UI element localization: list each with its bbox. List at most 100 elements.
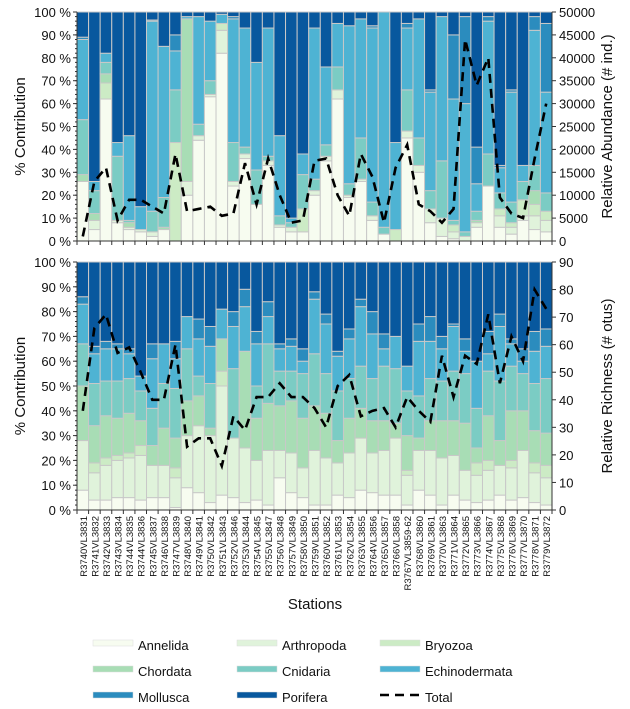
bar-echinodermata-R3751VL3843 xyxy=(215,308,229,340)
y-tick-label: 90 % xyxy=(41,28,71,43)
bar-cnidaria-R3747VL3839 xyxy=(169,387,182,439)
bar-cnidaria-R3758VL3850 xyxy=(296,174,310,210)
bar-mollusca-R3768VL3860 xyxy=(412,323,426,342)
bar-mollusca-R3778VL3871 xyxy=(528,330,541,352)
bar-mollusca-R3758VL3850 xyxy=(296,348,310,362)
bar-porifera-R3771VL3864 xyxy=(447,261,460,325)
bar-arthropoda-R3772VL3865 xyxy=(458,235,472,242)
legend-item-porifera: Porifera xyxy=(236,690,328,705)
bar-bryozoa-R3776VL3869 xyxy=(505,459,518,469)
bar-arthropoda-R3771VL3864 xyxy=(447,231,460,240)
bar-mollusca-R3753VL3844 xyxy=(238,288,252,308)
legend-swatch xyxy=(236,639,278,647)
bar-arthropoda-R3759VL3851 xyxy=(308,190,321,196)
bar-echinodermata-R3761VL3853 xyxy=(331,22,344,68)
bar-cnidaria-R3761VL3853 xyxy=(331,390,344,442)
bar-porifera-R3761VL3853 xyxy=(331,261,344,352)
bar-arthropoda-R3776VL3869 xyxy=(505,467,518,501)
bar-echinodermata-R3746VL3838 xyxy=(157,45,171,198)
bar-mollusca-R3750VL3842 xyxy=(203,325,217,347)
bar-echinodermata-R3766VL3858 xyxy=(389,335,402,370)
y-tick-label: 100 % xyxy=(34,255,71,270)
bar-echinodermata-R3754VL3845 xyxy=(250,343,263,387)
bar-chordata-R3740VL3831 xyxy=(76,385,90,442)
bar-echinodermata-R3756VL3848 xyxy=(273,348,287,372)
bar-porifera-R3771VL3864 xyxy=(447,11,460,36)
bar-mollusca-R3771VL3864 xyxy=(447,34,460,100)
y2-tick-label: 5000 xyxy=(559,211,588,226)
bar-chordata-R3740VL3831 xyxy=(76,174,90,182)
panel-2: 0 % 10 % 20 % 30 % 40 % 50 % 60 % 70 % 80 % 90 % 1… xyxy=(12,255,616,518)
bar-annelida-R3744VL3836 xyxy=(134,499,148,511)
x-tick-label: R3742VL3833 xyxy=(102,516,113,577)
bar-annelida-R3769VL3861 xyxy=(424,494,437,511)
bar-mollusca-R3764VL3856 xyxy=(366,311,379,335)
bar-chordata-R3769VL3861 xyxy=(424,420,437,451)
bar-annelida-R3773VL3866 xyxy=(470,226,483,242)
bar-arthropoda-R3773VL3866 xyxy=(470,222,483,228)
legend-swatch xyxy=(236,691,278,699)
bar-porifera-R3742VL3833 xyxy=(99,11,113,54)
bar-chordata-R3778VL3871 xyxy=(528,430,541,464)
bar-bryozoa-R3776VL3869 xyxy=(505,222,518,228)
x-tick-label: R3744VL3835 xyxy=(125,516,136,577)
bar-porifera-R3754VL3845 xyxy=(250,11,263,63)
bar-arthropoda-R3761VL3853 xyxy=(331,462,344,496)
bar-porifera-R3748VL3840 xyxy=(180,261,194,318)
bar-echinodermata-R3759VL3851 xyxy=(308,27,321,180)
bar-porifera-R3755VL3847 xyxy=(261,261,275,303)
bar-mollusca-R3778VL3871 xyxy=(528,16,541,31)
bar-porifera-R3776VL3869 xyxy=(505,261,518,340)
y2-tick-label: 70 xyxy=(559,310,573,325)
bar-mollusca-R3754VL3845 xyxy=(250,330,263,345)
bar-chordata-R3748VL3840 xyxy=(180,18,194,182)
bar-arthropoda-R3768VL3860 xyxy=(412,164,426,173)
x-tick-label: R3756VL3848 xyxy=(276,516,287,577)
legend-item-total: Total xyxy=(380,690,453,705)
bar-annelida-R3752VL3846 xyxy=(227,497,240,511)
y-tick-label: 60 % xyxy=(41,354,71,369)
bar-chordata-R3776VL3869 xyxy=(505,410,518,461)
bar-bryozoa-R3773VL3866 xyxy=(470,462,483,476)
bar-echinodermata-R3748VL3840 xyxy=(180,316,194,350)
bar-arthropoda-R3743VL3834 xyxy=(111,459,124,499)
y-tick-label: 100 % xyxy=(34,5,71,20)
bar-porifera-R3777VL3870 xyxy=(516,261,530,350)
bar-chordata-R3757VL3849 xyxy=(285,400,298,454)
bar-mollusca-R3761VL3853 xyxy=(331,350,344,357)
bar-annelida-R3768VL3860 xyxy=(412,489,426,511)
bar-arthropoda-R3753VL3844 xyxy=(238,153,252,160)
y-tick-label: 80 % xyxy=(41,51,71,66)
bar-cnidaria-R3746VL3838 xyxy=(157,383,171,429)
bar-porifera-R3758VL3850 xyxy=(296,11,310,155)
legend-swatch xyxy=(92,665,134,673)
bar-chordata-R3758VL3850 xyxy=(296,417,310,469)
bar-bryozoa-R3767VL3859-62 xyxy=(400,469,414,476)
bar-annelida-R3753VL3844 xyxy=(238,158,252,242)
bar-annelida-R3770VL3863 xyxy=(435,235,449,242)
bar-arthropoda-R3771VL3864 xyxy=(447,454,460,496)
bar-porifera-R3774VL3867 xyxy=(481,261,495,332)
bar-porifera-R3745VL3837 xyxy=(146,261,159,345)
bar-arthropoda-R3775VL3868 xyxy=(493,215,507,228)
bar-porifera-R3779VL3872 xyxy=(539,11,553,24)
bar-cnidaria-R3744VL3835 xyxy=(122,378,136,414)
bar-arthropoda-R3742VL3833 xyxy=(99,464,113,501)
bar-cnidaria-R3761VL3853 xyxy=(331,66,344,91)
y2-tick-label: 90 xyxy=(559,255,573,270)
bar-annelida-R3754VL3845 xyxy=(250,203,263,242)
bar-porifera-R3770VL3863 xyxy=(435,261,449,337)
x-tick-label: R3758VL3850 xyxy=(299,516,310,577)
bar-cnidaria-R3749VL3841 xyxy=(192,375,205,397)
bar-cnidaria-R3769VL3861 xyxy=(424,190,437,210)
x-tick-label: R3754VL3845 xyxy=(253,516,264,577)
y-axis-title: % Contribution xyxy=(12,337,29,435)
bar-echinodermata-R3752VL3846 xyxy=(227,18,240,144)
x-tick-labels: R3740VL3831 R3741VL3832 R3742VL3833 R3743VL… xyxy=(79,516,553,590)
bar-annelida-R3754VL3845 xyxy=(250,499,263,511)
bar-echinodermata-R3760VL3852 xyxy=(319,323,333,375)
bar-porifera-R3772VL3865 xyxy=(458,261,472,340)
bar-chordata-R3775VL3868 xyxy=(493,440,507,466)
bar-annelida-R3762VL3854 xyxy=(342,497,356,511)
bar-arthropoda-R3779VL3872 xyxy=(539,219,553,233)
